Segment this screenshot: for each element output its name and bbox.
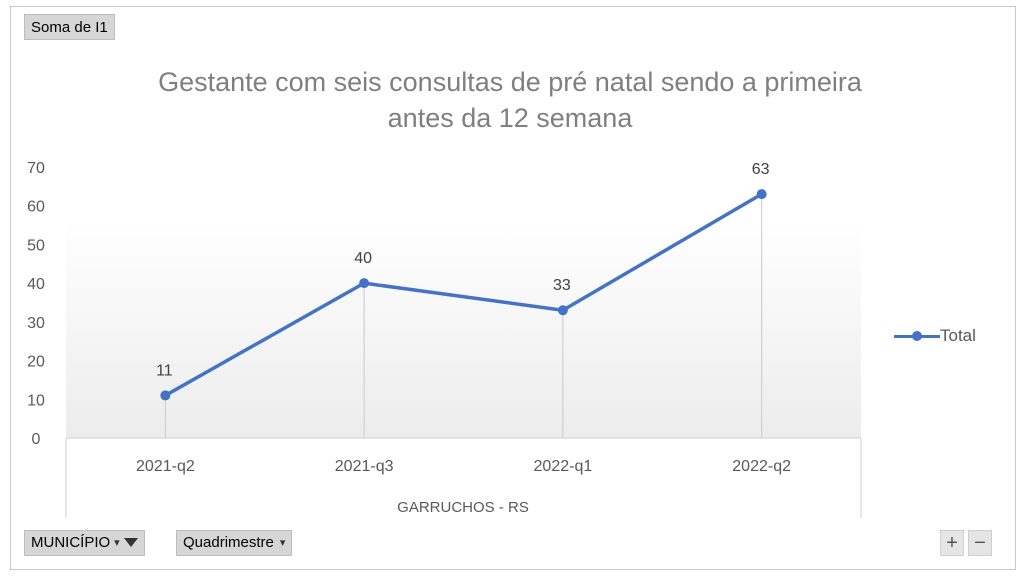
chart-title: Gestante com seis consultas de pré natal… (90, 64, 930, 136)
x-tick-label: 2022-q2 (732, 458, 791, 475)
plot-background (66, 220, 861, 438)
legend-swatch (894, 326, 940, 346)
y-tick-label: 60 (27, 199, 45, 216)
data-label: 11 (156, 362, 173, 379)
group-label: GARRUCHOS - RS (397, 499, 529, 516)
quadrimestre-filter-label: Quadrimestre (183, 534, 274, 551)
legend-label-total: Total (940, 326, 976, 345)
y-tick-label: 0 (32, 431, 41, 448)
x-tick-label: 2021-q2 (136, 458, 195, 475)
data-point (557, 305, 568, 316)
dropdown-arrow-icon: ▾ (279, 537, 286, 549)
chart-title-line-1: Gestante com seis consultas de pré natal… (158, 67, 862, 97)
y-tick-label: 20 (27, 354, 45, 371)
y-tick-label: 70 (27, 160, 45, 177)
data-point (359, 278, 370, 289)
municipio-filter-button[interactable]: MUNICÍPIO ▾ (24, 530, 145, 556)
data-label: 33 (553, 277, 571, 294)
y-tick-label: 50 (27, 237, 45, 254)
field-button-soma[interactable]: Soma de I1 (24, 14, 115, 40)
series-line-total (164, 192, 763, 397)
dropdown-arrow-icon: ▾ (114, 537, 120, 549)
y-tick-label: 40 (27, 276, 45, 293)
expand-button[interactable]: + (940, 530, 964, 556)
data-point (756, 189, 767, 200)
x-tick-label: 2021-q3 (335, 458, 394, 475)
y-tick-label: 10 (27, 392, 45, 409)
x-tick-label: 2022-q1 (534, 458, 593, 475)
data-point (160, 390, 171, 401)
filter-icon (123, 537, 138, 547)
data-label: 40 (354, 250, 372, 267)
data-label: 63 (752, 161, 770, 178)
municipio-filter-label: MUNICÍPIO (31, 534, 111, 551)
collapse-button[interactable]: − (968, 530, 992, 556)
chart-title-line-2: antes da 12 semana (387, 103, 633, 133)
y-tick-label: 30 (27, 315, 45, 332)
quadrimestre-filter-button[interactable]: Quadrimestre ▾ (176, 530, 293, 556)
legend: Total (894, 324, 976, 348)
